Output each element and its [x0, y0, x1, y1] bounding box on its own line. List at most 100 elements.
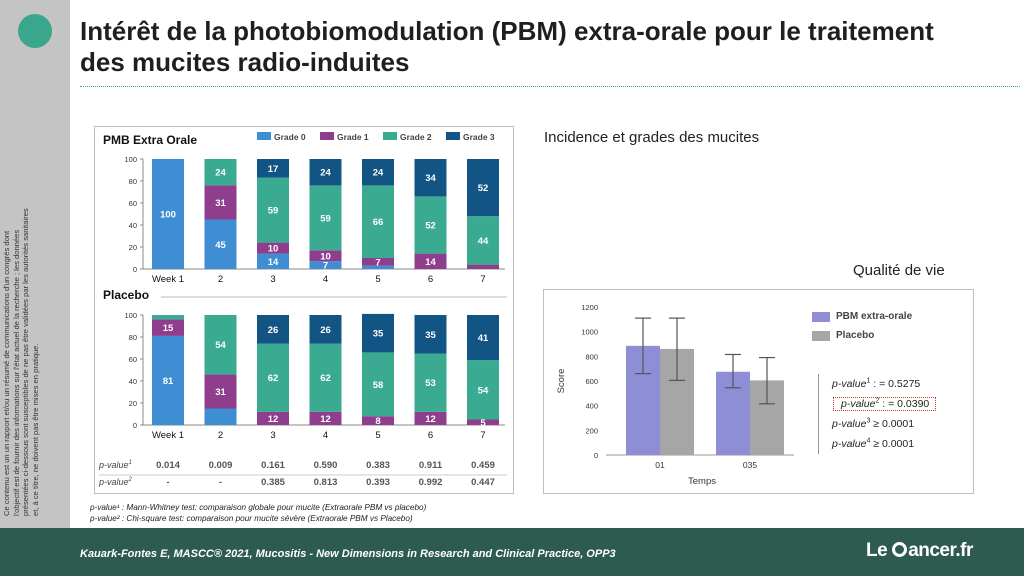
- pvalue-cell: -: [219, 477, 222, 488]
- data-label-pbm: 52: [478, 183, 489, 194]
- y-tick-label-pbm: 80: [129, 177, 137, 186]
- footnote-2: p-value² : Chi-square test: comparaison …: [90, 514, 413, 523]
- data-label-placebo: 41: [478, 333, 489, 344]
- data-label-placebo: 58: [373, 380, 384, 391]
- y-tick-label-pbm: 60: [129, 199, 137, 208]
- qol-pvalue-text: p-value4 ≥ 0.0001: [832, 437, 915, 450]
- y-tick-label-placebo: 20: [129, 399, 137, 408]
- y-tick-label-placebo: 0: [133, 421, 137, 430]
- data-label-placebo: 35: [425, 330, 436, 341]
- footnote-1: p-value¹ : Mann-Whitney test: comparaiso…: [90, 503, 427, 512]
- bar-segment-pbm: [257, 242, 289, 254]
- qol-y-tick-label: 400: [585, 402, 598, 411]
- grade-legend-label: Grade 0: [274, 132, 306, 142]
- brand-c-icon: [892, 542, 908, 557]
- grade-legend-swatch: [446, 132, 460, 140]
- footer-band: [0, 528, 1024, 576]
- grade-legend-label: Grade 1: [337, 132, 369, 142]
- data-label-pbm: 31: [215, 198, 226, 209]
- category-label-placebo: 6: [428, 430, 433, 441]
- data-label-pbm: 52: [425, 221, 436, 232]
- qol-y-tick-label: 1200: [581, 303, 598, 312]
- qol-y-axis-title: Score: [556, 369, 567, 394]
- legend-item-pbm: PBM extra-orale: [812, 311, 912, 322]
- qol-category-label: 01: [655, 460, 665, 470]
- data-label-placebo: 62: [268, 373, 279, 384]
- bar-segment-placebo: [204, 374, 237, 409]
- qol-y-tick-label: 1000: [581, 328, 598, 337]
- bar-segment-pbm: [362, 159, 394, 186]
- bar-segment-pbm: [204, 219, 237, 269]
- grade-legend-swatch: [383, 132, 397, 140]
- data-label-placebo: 62: [320, 373, 331, 384]
- bar-segment-pbm: [257, 159, 289, 178]
- qol-pvalue-row: p-value2 : = 0.0390: [824, 392, 937, 412]
- pvalue-cell: 0.383: [366, 460, 390, 471]
- y-tick-label-pbm: 40: [129, 221, 137, 230]
- data-label-placebo: 8: [375, 416, 380, 427]
- bar-segment-placebo: [309, 343, 342, 412]
- bar-segment-placebo: [414, 411, 447, 425]
- grade-legend-swatch: [257, 132, 271, 140]
- data-label-pbm: 24: [320, 168, 331, 179]
- qol-x-axis-title: Temps: [688, 476, 716, 487]
- footnotes: p-value¹ : Mann-Whitney test: comparaiso…: [90, 502, 426, 524]
- data-label-pbm: 14: [268, 257, 279, 268]
- brand-logo: Le ancer.fr: [866, 540, 973, 562]
- data-label-pbm: 24: [373, 168, 384, 179]
- qol-pvalue-text: p-value3 ≥ 0.0001: [832, 417, 915, 430]
- pvalue-bracket: [818, 374, 819, 454]
- qol-legend: PBM extra-orale Placebo: [812, 311, 912, 349]
- category-label-pbm: 7: [480, 274, 485, 285]
- brand-dot-icon: [18, 14, 52, 48]
- bar-segment-pbm: [152, 159, 184, 269]
- qol-y-tick-label: 200: [585, 426, 598, 435]
- data-label-pbm: 66: [373, 217, 384, 228]
- data-label-placebo: 26: [268, 325, 279, 336]
- category-label-pbm: 5: [375, 274, 380, 285]
- bar-segment-pbm: [257, 253, 289, 269]
- qol-y-tick-label: 0: [594, 451, 598, 460]
- category-label-placebo: 2: [218, 430, 223, 441]
- data-label-placebo: 54: [215, 340, 226, 351]
- legend-item-placebo: Placebo: [812, 330, 912, 341]
- bar-segment-placebo: [414, 353, 447, 412]
- bar-segment-pbm: [414, 196, 447, 254]
- data-label-placebo: 12: [320, 414, 331, 425]
- bar-segment-placebo: [362, 313, 394, 353]
- grade-legend-swatch: [320, 132, 334, 140]
- data-label-pbm: 34: [425, 173, 436, 184]
- pvalue-cell: 0.911: [419, 460, 443, 471]
- data-label-placebo: 12: [268, 414, 279, 425]
- bar-segment-placebo: [257, 411, 289, 425]
- data-label-placebo: 81: [163, 376, 174, 387]
- data-label-placebo: 26: [320, 325, 331, 336]
- bar-segment-placebo: [152, 319, 184, 336]
- pvalue-cell: 0.393: [366, 477, 390, 488]
- pvalue-cell: 0.161: [261, 460, 285, 471]
- incidence-section-title: Incidence et grades des mucites: [544, 129, 760, 146]
- qol-pvalue-row: p-value3 ≥ 0.0001: [824, 412, 936, 432]
- bar-segment-placebo: [362, 352, 394, 417]
- pvalue-cell: 0.014: [156, 460, 180, 471]
- qol-pvalue-text: p-value1 : = 0.5275: [832, 377, 921, 390]
- bar-segment-pbm: [414, 159, 447, 197]
- bar-segment-placebo: [467, 360, 499, 420]
- sidebar: Ce contenu est un un rapport et/ou un ré…: [0, 0, 70, 528]
- legend-label-placebo: Placebo: [836, 330, 875, 341]
- data-label-placebo: 12: [425, 414, 436, 425]
- pvalue-cell: 0.459: [471, 460, 495, 471]
- pvalue-cell: 0.590: [314, 460, 338, 471]
- disclaimer-text: Ce contenu est un un rapport et/ou un ré…: [2, 208, 40, 516]
- category-label-placebo: 5: [375, 430, 380, 441]
- data-label-placebo: 5: [480, 418, 486, 429]
- y-tick-label-placebo: 100: [124, 311, 137, 320]
- title-divider: [80, 86, 1020, 87]
- bar-segment-pbm: [309, 159, 342, 186]
- quality-of-life-chart: 0 200 400 600 800 1000 1200 Score Temps 01 035: [556, 303, 794, 487]
- bar-segment-placebo: [467, 315, 499, 361]
- panel-title-placebo: Placebo: [103, 288, 149, 302]
- data-label-pbm: 10: [320, 251, 331, 262]
- bar-segment-placebo: [204, 315, 237, 375]
